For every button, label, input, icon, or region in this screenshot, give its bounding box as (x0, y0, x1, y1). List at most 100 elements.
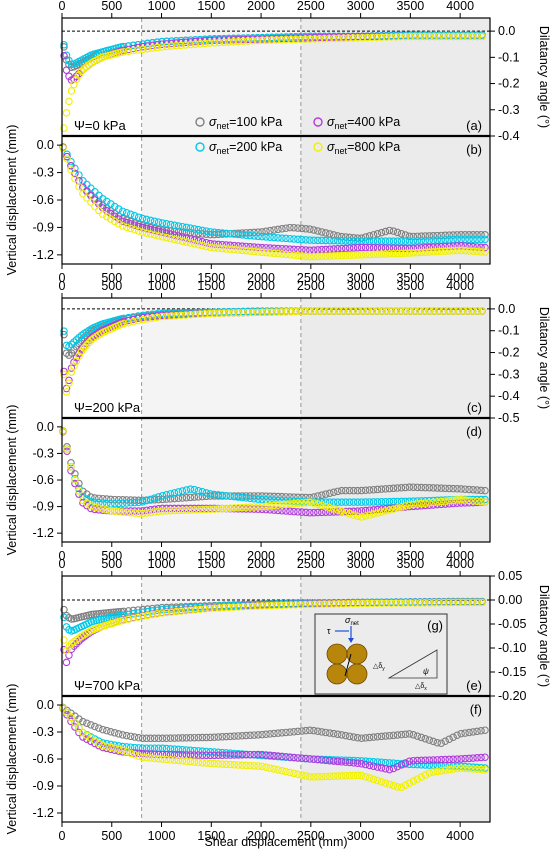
vertical-point (146, 495, 155, 504)
dilatancy-point (60, 43, 68, 51)
soil-particle (326, 663, 348, 685)
vertical-point (146, 734, 155, 743)
suction-label: Ψ=0 kPa (74, 118, 126, 133)
vertical-point (206, 505, 215, 514)
y-tick-label: -0.20 (498, 689, 527, 703)
vertical-point (318, 491, 326, 499)
vertical-point (401, 483, 410, 492)
vertical-point (397, 249, 406, 258)
vertical-point (377, 732, 386, 741)
vertical-point (405, 730, 414, 738)
vertical-point (377, 758, 386, 767)
vertical-point (429, 484, 438, 492)
vertical-point (114, 212, 123, 220)
vertical-point (250, 243, 258, 251)
dilatancy-point (244, 37, 252, 45)
vertical-point (417, 756, 426, 765)
x-tick-label-bottom: 3000 (347, 549, 375, 563)
panel-label: (d) (466, 424, 482, 439)
x-tick-label-top: 2000 (247, 557, 275, 571)
plot-frame (61, 17, 491, 265)
dilatancy-point (65, 97, 73, 106)
dilatancy-point (62, 658, 71, 667)
vertical-point (314, 252, 322, 261)
vertical-point (186, 506, 195, 514)
dilatancy-point (148, 610, 157, 619)
vertical-point (322, 756, 330, 765)
dilatancy-point (220, 38, 228, 46)
vertical-point (318, 728, 326, 736)
vertical-point (477, 230, 485, 239)
vertical-point (457, 246, 465, 255)
dilatancy-point (215, 309, 224, 317)
y-axis-label-left: Vertical displacement (mm) (5, 405, 19, 556)
vertical-point (286, 753, 294, 761)
vertical-point (262, 227, 270, 235)
vertical-point (437, 755, 445, 764)
vertical-point (381, 250, 390, 258)
vertical-point (393, 249, 402, 258)
vertical-point (329, 757, 338, 765)
vertical-point (286, 234, 294, 243)
vertical-point (461, 230, 469, 239)
dilatancy-point (167, 42, 176, 50)
vertical-point (134, 507, 143, 515)
vertical-point (389, 505, 398, 513)
dilatancy-point (60, 636, 68, 644)
vertical-point (310, 508, 318, 517)
vertical-point (71, 723, 79, 731)
vertical-point (134, 498, 143, 507)
vertical-point (469, 247, 477, 255)
dilatancy-point (124, 313, 133, 322)
vertical-point (397, 783, 406, 792)
vertical-point (310, 499, 318, 507)
vertical-point (174, 506, 183, 515)
vertical-point (206, 243, 215, 252)
dilatancy-point (435, 598, 443, 607)
vertical-point (369, 250, 378, 259)
dilatancy-point (339, 307, 348, 315)
vertical-point (469, 728, 477, 736)
vertical-point (377, 778, 386, 786)
vertical-point (393, 731, 402, 739)
vertical-point (353, 734, 362, 742)
vertical-point (262, 248, 270, 257)
vertical-point (238, 493, 246, 502)
vertical-point (174, 504, 183, 513)
soil-particle (346, 643, 368, 665)
vertical-point (333, 772, 342, 780)
vertical-point (449, 231, 457, 239)
dilatancy-point (287, 35, 295, 44)
vertical-point (413, 500, 422, 508)
vertical-point (118, 499, 127, 508)
vertical-point (377, 250, 386, 258)
x-tick-label-top: 3500 (396, 279, 424, 293)
vertical-point (325, 236, 334, 245)
vertical-point (409, 483, 418, 491)
vertical-point (63, 155, 71, 163)
vertical-point (290, 235, 298, 243)
vertical-point (298, 754, 306, 762)
vertical-point (262, 751, 270, 759)
vertical-point (393, 244, 402, 252)
vertical-point (373, 229, 382, 238)
vertical-point (154, 495, 163, 504)
vertical-point (314, 508, 322, 517)
vertical-point (150, 754, 159, 763)
psi-label: ψ (423, 667, 429, 676)
vertical-point (433, 243, 441, 251)
vertical-point (461, 496, 469, 504)
panel-label: (e) (466, 678, 482, 693)
vertical-point (158, 495, 167, 504)
vertical-point (318, 236, 326, 245)
vertical-point (174, 222, 183, 230)
dilatancy-point (177, 607, 185, 615)
vertical-point (206, 490, 215, 498)
y-tick-label: -0.3 (498, 367, 520, 381)
vertical-point (417, 248, 426, 257)
vertical-point (150, 734, 159, 743)
vertical-point (341, 233, 350, 241)
vertical-point (329, 236, 338, 245)
vertical-point (477, 243, 485, 252)
x-tick-label-bottom: 0 (59, 271, 66, 285)
